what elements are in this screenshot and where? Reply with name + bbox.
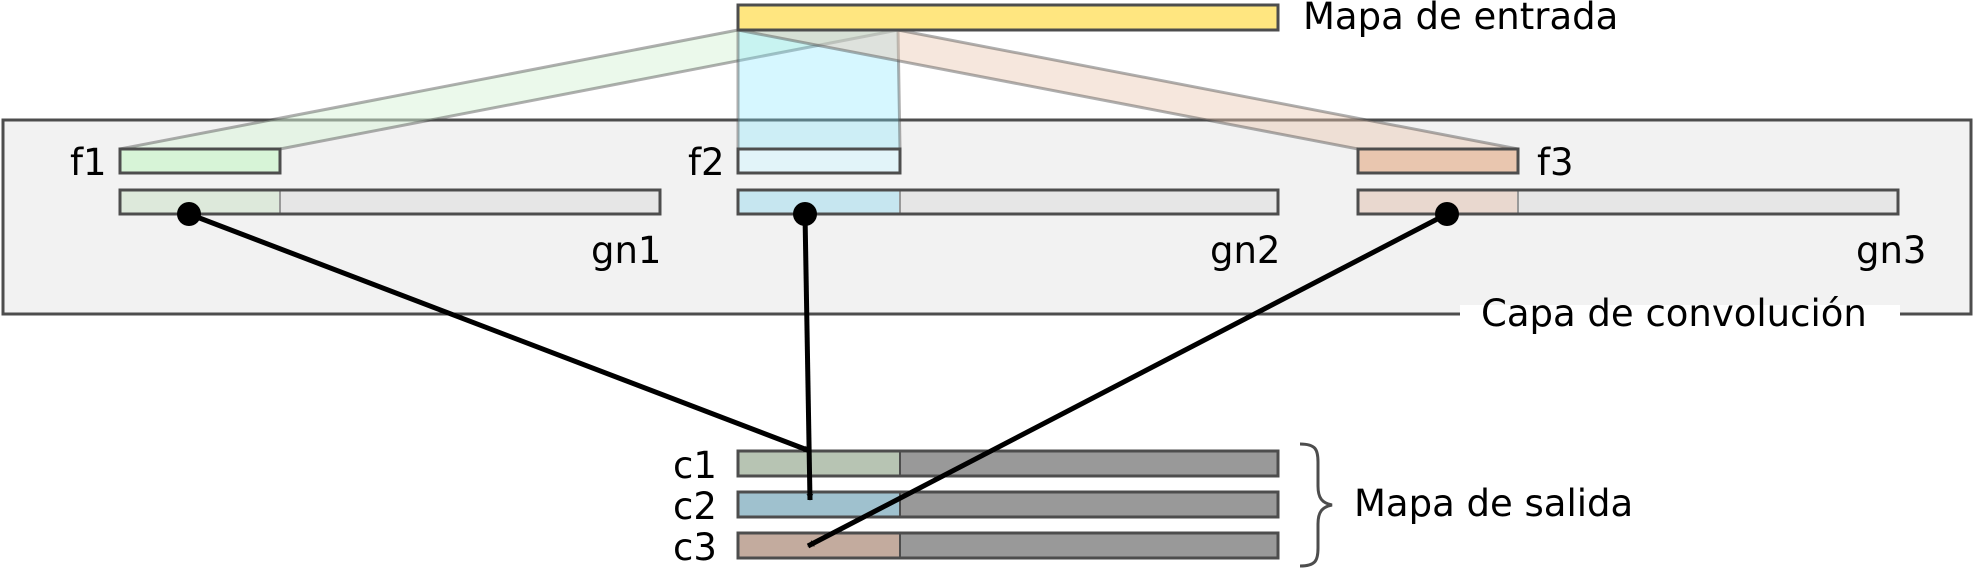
group-gn2-outline	[736, 188, 1280, 216]
group-gn3-dot	[1435, 202, 1459, 226]
filter-f3-bar	[1356, 147, 1520, 175]
input-map-label: Mapa de entrada	[1303, 0, 1618, 38]
group-gn2-label: gn2	[1210, 229, 1280, 272]
conv-layer-label-gap	[1460, 305, 1900, 323]
output-channel-c3	[736, 531, 1280, 560]
output-channel-c1	[736, 449, 1280, 478]
output-c1-result-part	[738, 451, 900, 476]
output-c1-label: c1	[673, 444, 717, 487]
conv-layer-box	[1, 118, 1973, 316]
output-channel-c2	[736, 490, 1280, 519]
output-c3-outline	[736, 531, 1280, 560]
group-gn1-outline	[118, 188, 662, 216]
input-map-bar	[736, 3, 1280, 32]
output-c3-result-part	[738, 533, 900, 558]
arrow-gn3-to-c3	[806, 211, 1449, 549]
group-gn1-label: gn1	[591, 229, 661, 272]
group-gn1-dot	[177, 202, 201, 226]
output-map-label: Mapa de salida	[1354, 482, 1633, 525]
group-gn2-dot	[793, 202, 817, 226]
filter-f2-label: f2	[688, 141, 725, 184]
arrow-gn1-to-c1	[188, 211, 811, 454]
group-gn1	[118, 188, 662, 216]
group-gn2-filtered-part	[738, 190, 900, 214]
output-c1-outline	[736, 449, 1280, 478]
group-gn3-outline	[1356, 188, 1900, 216]
output-c3-label: c3	[673, 526, 717, 568]
filter-f1-bar	[118, 147, 282, 175]
output-c2-label: c2	[673, 485, 717, 528]
filter-f3-label: f3	[1537, 141, 1574, 184]
group-gn2	[736, 188, 1280, 216]
filter-f1-label: f1	[70, 141, 107, 184]
group-gn3-label: gn3	[1856, 229, 1926, 272]
output-map-brace	[1299, 442, 1333, 568]
arrow-gn2-to-c2	[802, 213, 814, 501]
conv-layer-label: Capa de convolución	[1481, 292, 1867, 335]
filter-f2-bar	[736, 147, 902, 175]
output-c2-outline	[736, 490, 1280, 519]
